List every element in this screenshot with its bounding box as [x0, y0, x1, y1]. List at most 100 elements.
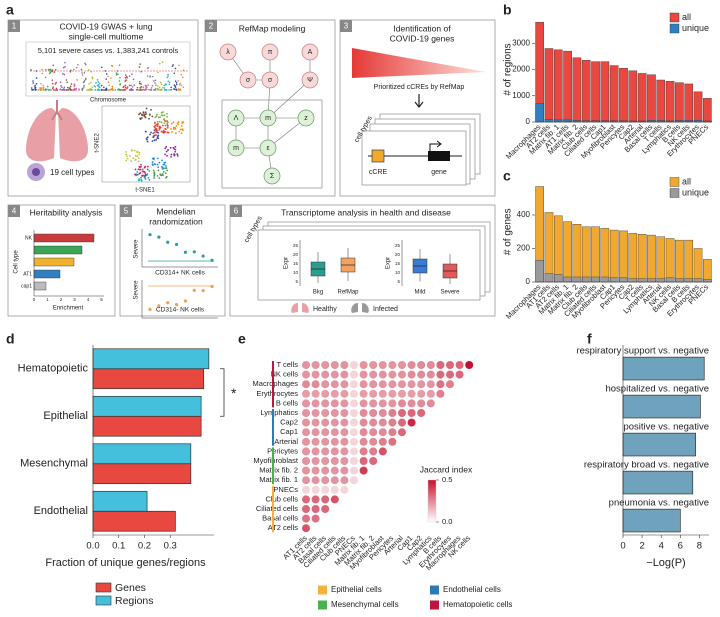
legend-swatch	[669, 23, 680, 34]
cell-dot	[321, 409, 330, 417]
gwas-point	[144, 89, 146, 91]
bar	[92, 368, 205, 390]
node	[227, 139, 245, 157]
gwas-point	[66, 81, 69, 84]
y-axis-label: # of genes	[503, 208, 514, 255]
cell-dot	[321, 361, 330, 369]
enrichment-bar	[33, 257, 75, 267]
tick-label: 10	[293, 270, 299, 275]
gwas-point	[166, 76, 169, 79]
gwas-point	[83, 84, 85, 87]
tsne-point	[156, 125, 159, 127]
tsne-point	[151, 161, 154, 164]
tick-label: 20	[395, 252, 401, 257]
tsne-point	[158, 177, 161, 180]
axis-label: t-SNE1	[135, 188, 155, 194]
gwas-point	[81, 87, 84, 90]
row-label: Basal cells	[262, 514, 298, 523]
gwas-point	[88, 89, 91, 91]
cell-dot	[340, 466, 349, 475]
gwas-point	[172, 64, 174, 66]
gwas-point	[53, 71, 56, 73]
legend-label: unique	[682, 23, 709, 33]
tsne-point	[165, 165, 167, 167]
cell-label: NK	[25, 235, 33, 241]
cre-box	[371, 149, 385, 163]
gwas-point	[174, 86, 177, 89]
legend-label: Genes	[115, 582, 146, 594]
cell-dot	[321, 399, 330, 408]
manhattan	[30, 61, 185, 91]
tsne-point	[164, 127, 167, 130]
bar	[619, 277, 628, 283]
node	[259, 109, 277, 127]
cell-dot	[311, 495, 320, 504]
enrichment-bar	[33, 281, 47, 291]
row-label: Matrix fib. 2	[259, 466, 298, 475]
gwas-point	[168, 89, 170, 91]
cell-dot	[417, 409, 426, 417]
bar	[609, 229, 619, 283]
cell-dot	[369, 409, 378, 417]
gwas-point	[178, 88, 180, 90]
gwas-point	[170, 86, 173, 89]
row-label: Macrophages	[253, 379, 299, 388]
cell-dot	[311, 514, 320, 523]
bar	[544, 212, 554, 283]
cell-dot	[417, 361, 426, 369]
bar	[600, 276, 610, 283]
bar	[703, 259, 712, 283]
gwas-point	[42, 87, 45, 90]
gwas-point	[160, 83, 163, 85]
gwas-point	[108, 84, 111, 87]
cell-dot	[407, 361, 416, 369]
node	[301, 43, 319, 61]
cell-dot	[302, 466, 310, 475]
gwas-point	[73, 68, 75, 71]
gwas-point	[52, 64, 54, 67]
tsne-point	[180, 132, 183, 135]
cell-dot	[350, 409, 358, 417]
gwas-point	[104, 89, 107, 91]
tsne-point	[170, 122, 173, 125]
gwas-point	[35, 88, 37, 91]
cell-dot	[350, 428, 358, 437]
gene-label: gene	[431, 169, 447, 176]
step-title: COVID-19 GWAS + lung	[60, 21, 153, 31]
tsne-point	[157, 166, 160, 169]
axis-label: CD314- NK cells	[156, 307, 205, 314]
cell-dot	[369, 399, 378, 408]
cell-dot	[388, 380, 397, 389]
cell-dot	[378, 399, 387, 408]
cell-dot	[302, 361, 310, 369]
bar	[581, 60, 591, 123]
cell-dot	[398, 428, 406, 437]
cell-dot	[330, 389, 339, 398]
gwas-point	[117, 73, 119, 76]
bar	[665, 238, 675, 283]
x-axis-label: Fraction of unique genes/regions	[45, 557, 206, 569]
tsne-point	[170, 153, 173, 156]
gwas-point	[90, 71, 92, 73]
gwas-point	[115, 72, 118, 74]
cell-dot	[426, 399, 435, 408]
cell-dot	[311, 466, 320, 475]
group-label: Mild	[414, 290, 425, 296]
tsne-point	[181, 122, 184, 125]
y-tick-label: 0	[526, 277, 531, 286]
cell-label: AT1	[23, 271, 32, 277]
cell-dot	[330, 428, 339, 437]
mr-point	[166, 301, 170, 305]
gwas-point	[173, 88, 175, 90]
tsne-point	[175, 132, 177, 135]
cell-dot	[340, 399, 349, 408]
axis-label: Severe	[134, 280, 140, 300]
gwas-point	[107, 81, 110, 83]
tsne-point	[137, 157, 140, 160]
tsne-point	[155, 130, 157, 133]
gwas-point	[164, 89, 166, 91]
tsne-point	[163, 119, 166, 122]
panel-label: e	[238, 331, 246, 347]
tsne-point	[125, 153, 128, 156]
